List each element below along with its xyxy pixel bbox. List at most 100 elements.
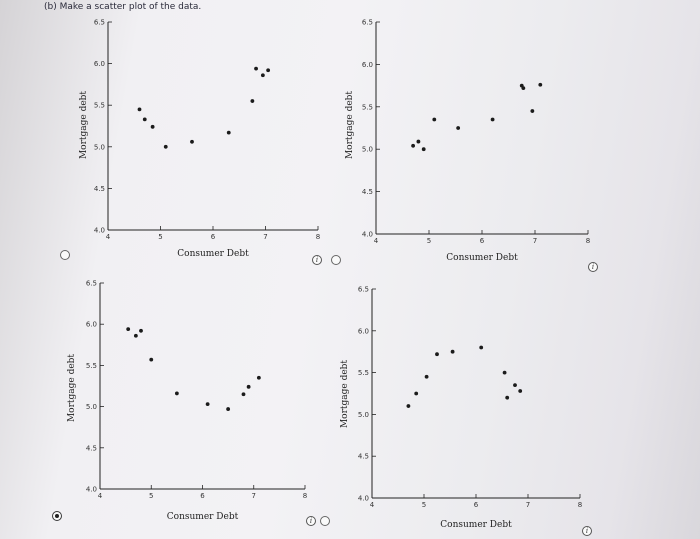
data-point — [505, 395, 510, 400]
option-b-radio[interactable] — [331, 255, 341, 265]
y-tick-label: 4.0 — [94, 227, 105, 235]
data-point — [205, 402, 210, 407]
x-tick-label: 6 — [474, 501, 479, 509]
y-tick-label: 5.5 — [362, 103, 373, 111]
x-tick-label: 4 — [106, 233, 111, 241]
y-tick-label: 6.5 — [358, 286, 369, 294]
data-point — [490, 117, 495, 122]
data-point — [450, 349, 455, 354]
x-tick-label: 7 — [252, 492, 256, 500]
data-point — [142, 117, 147, 122]
x-tick-label: 6 — [480, 237, 485, 245]
y-tick-label: 6.0 — [362, 61, 373, 69]
data-point — [256, 375, 261, 380]
scatter-plot-option-b: 4.0 4.5 5.0 5.5 6.0 6.5 4 5 6 7 8 Consumer Debt Mort… — [345, 19, 590, 264]
x-tick-label: 8 — [586, 237, 590, 245]
x-tick-label: 5 — [427, 237, 431, 245]
y-tick-label: 6.0 — [86, 321, 97, 329]
option-d-radio[interactable] — [320, 516, 330, 526]
info-icon-option-a[interactable]: i — [312, 255, 322, 265]
data-point — [416, 139, 421, 144]
data-point — [432, 117, 437, 122]
x-tick-label: 4 — [98, 492, 103, 500]
y-tick-label: 5.0 — [362, 146, 373, 154]
y-tick-label: 5.5 — [94, 102, 105, 110]
x-tick-label: 7 — [533, 237, 537, 245]
x-tick-label: 8 — [316, 233, 320, 241]
y-axis-title: Mortgage debt — [67, 354, 77, 422]
data-point — [133, 333, 138, 338]
data-point — [424, 374, 429, 379]
y-tick-label: 4.0 — [362, 231, 373, 239]
x-tick-label: 4 — [370, 501, 375, 509]
data-point — [254, 66, 258, 71]
x-tick-label: 4 — [374, 237, 379, 245]
x-tick-label: 8 — [578, 501, 582, 509]
data-point — [456, 126, 461, 130]
x-axis-title: Consumer Debt — [177, 249, 249, 259]
data-point — [137, 107, 142, 112]
x-axis-title: Consumer Debt — [446, 253, 518, 263]
scatter-plot-option-a: 4.0 4.5 5.0 5.5 6.0 6.5 4 5 6 7 8 Consumer Debt Mort… — [79, 19, 320, 260]
y-tick-label: 4.0 — [358, 495, 369, 503]
x-tick-label: 6 — [200, 492, 205, 500]
y-tick-label: 4.0 — [86, 486, 97, 494]
data-point — [518, 389, 523, 393]
y-tick-label: 5.0 — [86, 403, 97, 411]
data-point — [406, 404, 411, 408]
data-point — [250, 99, 255, 103]
y-tick-label: 6.5 — [362, 19, 373, 27]
y-axis-title: Mortgage debt — [79, 91, 89, 159]
data-point — [479, 345, 484, 350]
y-tick-label: 4.5 — [94, 185, 105, 193]
y-tick-label: 5.5 — [86, 362, 97, 370]
data-point — [139, 328, 143, 333]
data-point — [435, 352, 439, 357]
data-point — [241, 392, 246, 397]
x-tick-label: 5 — [422, 501, 426, 509]
x-axis-title: Consumer Debt — [167, 512, 239, 522]
data-point — [521, 86, 526, 91]
data-point — [530, 109, 535, 113]
x-axis-title: Consumer Debt — [440, 520, 512, 530]
y-tick-label: 5.0 — [358, 411, 369, 419]
data-point — [266, 68, 271, 73]
data-point — [150, 124, 155, 129]
option-a-radio[interactable] — [60, 250, 70, 260]
data-point — [126, 327, 131, 332]
data-point — [513, 383, 517, 388]
y-tick-label: 4.5 — [86, 444, 97, 452]
data-point — [502, 370, 507, 375]
data-point — [226, 407, 231, 411]
y-tick-label: 5.5 — [358, 369, 369, 377]
y-tick-label: 6.5 — [94, 19, 105, 27]
info-icon-option-d[interactable]: i — [582, 526, 592, 536]
question-text: (b) Make a scatter plot of the data. — [44, 2, 202, 12]
y-tick-label: 4.5 — [362, 188, 373, 196]
x-tick-label: 8 — [303, 492, 307, 500]
y-axis-title: Mortgage debt — [345, 91, 355, 159]
data-point — [421, 147, 426, 152]
data-point — [414, 391, 419, 396]
scatter-plot-option-c: 4.0 4.5 5.0 5.5 6.0 6.5 4 5 6 7 8 Consumer Debt Mort… — [67, 280, 307, 523]
y-tick-label: 6.5 — [86, 280, 97, 288]
y-tick-label: 6.0 — [358, 327, 369, 335]
data-point — [246, 384, 251, 389]
x-tick-label: 7 — [263, 233, 267, 241]
x-tick-label: 5 — [149, 492, 153, 500]
info-icon-option-c[interactable]: i — [306, 516, 316, 526]
y-tick-label: 4.5 — [358, 453, 369, 461]
scatter-plot-option-d: 4.0 4.5 5.0 5.5 6.0 6.5 4 5 6 7 8 Consumer Debt Mort… — [340, 286, 582, 531]
x-tick-label: 7 — [526, 501, 530, 509]
data-point — [190, 139, 194, 144]
info-icon-option-b[interactable]: i — [588, 262, 598, 272]
data-point — [411, 143, 415, 148]
y-axis-title: Mortgage debt — [340, 360, 350, 428]
x-tick-label: 6 — [211, 233, 216, 241]
data-point — [163, 144, 168, 149]
data-point — [174, 391, 179, 396]
data-point — [260, 73, 265, 78]
y-tick-label: 6.0 — [94, 60, 105, 68]
option-c-radio[interactable] — [52, 511, 62, 521]
